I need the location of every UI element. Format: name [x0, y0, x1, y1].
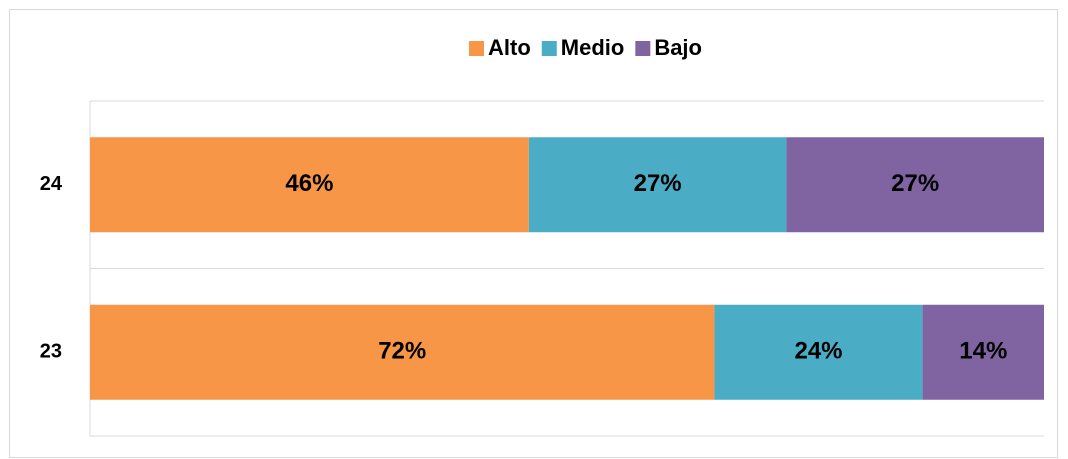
- legend-swatch: [469, 41, 485, 56]
- bar-segment: [922, 304, 1044, 400]
- data-label: 72%: [378, 338, 426, 365]
- legend-swatch: [541, 41, 557, 56]
- y-tick-label: 23: [40, 341, 62, 363]
- bar-segment: [528, 137, 787, 233]
- legend-swatch: [635, 41, 651, 56]
- y-tick-label: 24: [40, 173, 63, 195]
- bar-segment: [90, 304, 715, 400]
- data-label: 14%: [959, 338, 1007, 365]
- legend-label: Alto: [488, 35, 531, 60]
- bar-segment: [786, 137, 1044, 233]
- bar-segment: [714, 304, 923, 400]
- bar-segment: [90, 137, 529, 233]
- legend-label: Medio: [561, 35, 625, 60]
- legend-label: Bajo: [654, 35, 702, 60]
- data-label: 24%: [794, 338, 842, 365]
- data-label: 27%: [891, 170, 939, 197]
- data-label: 27%: [634, 170, 682, 197]
- data-label: 46%: [285, 170, 333, 197]
